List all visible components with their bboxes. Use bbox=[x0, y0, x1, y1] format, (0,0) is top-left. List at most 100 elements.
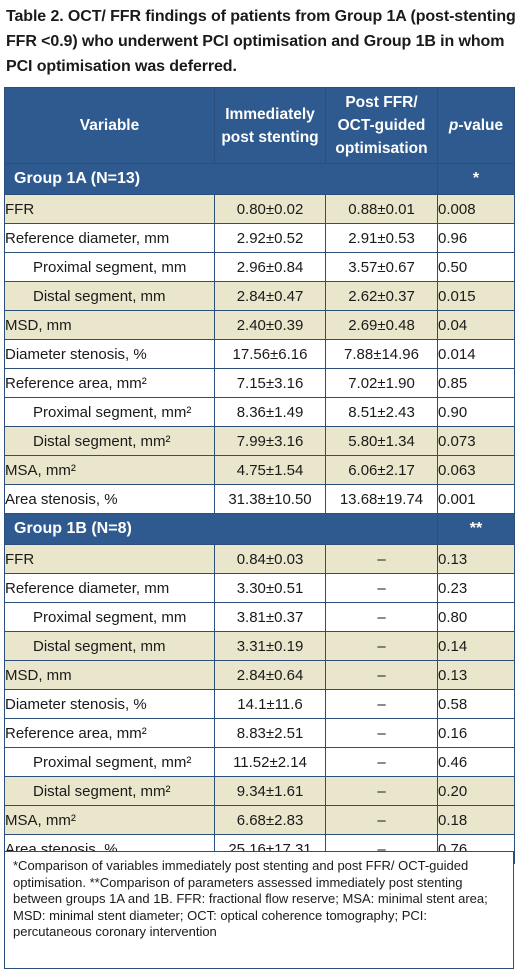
cell-p-value: 0.14 bbox=[437, 631, 515, 661]
cell-immediately-post-stenting: 17.56±6.16 bbox=[214, 339, 326, 369]
cell-immediately-post-stenting: 14.1±11.6 bbox=[214, 689, 326, 719]
cell-p-value: 0.16 bbox=[437, 718, 515, 748]
table-row: Reference area, mm² 8.83±2.51–0.16 bbox=[4, 718, 515, 748]
cell-p-value: 0.073 bbox=[437, 426, 515, 456]
group-header-row: Group 1B (N=8) ** bbox=[4, 513, 515, 545]
cell-post-optimisation: 13.68±19.74 bbox=[325, 484, 438, 514]
cell-p-value: 0.18 bbox=[437, 805, 515, 835]
cell-immediately-post-stenting: 0.80±0.02 bbox=[214, 194, 326, 224]
cell-p-value: 0.23 bbox=[437, 573, 515, 603]
cell-post-optimisation: 7.02±1.90 bbox=[325, 368, 438, 398]
cell-post-optimisation: – bbox=[325, 776, 438, 806]
row-variable-label: Area stenosis, % bbox=[4, 484, 215, 514]
cell-immediately-post-stenting: 31.38±10.50 bbox=[214, 484, 326, 514]
cell-immediately-post-stenting: 8.36±1.49 bbox=[214, 397, 326, 427]
cell-post-optimisation: – bbox=[325, 805, 438, 835]
group-significance-symbol: ** bbox=[437, 513, 515, 545]
cell-immediately-post-stenting: 0.84±0.03 bbox=[214, 544, 326, 574]
cell-post-optimisation: 8.51±2.43 bbox=[325, 397, 438, 427]
cell-post-optimisation: – bbox=[325, 602, 438, 632]
table-row: Reference diameter, mm 3.30±0.51–0.23 bbox=[4, 573, 515, 603]
cell-post-optimisation: 2.69±0.48 bbox=[325, 310, 438, 340]
cell-p-value: 0.063 bbox=[437, 455, 515, 485]
cell-post-optimisation: – bbox=[325, 747, 438, 777]
row-variable-label: MSD, mm bbox=[4, 310, 215, 340]
cell-immediately-post-stenting: 4.75±1.54 bbox=[214, 455, 326, 485]
group-label: Group 1B (N=8) bbox=[4, 513, 438, 545]
table-row: Proximal segment, mm 3.81±0.37–0.80 bbox=[4, 602, 515, 632]
table-row: MSA, mm² 6.68±2.83–0.18 bbox=[4, 805, 515, 835]
header-p-italic: p bbox=[448, 117, 459, 134]
cell-immediately-post-stenting: 3.31±0.19 bbox=[214, 631, 326, 661]
cell-post-optimisation: – bbox=[325, 718, 438, 748]
cell-post-optimisation: – bbox=[325, 573, 438, 603]
row-variable-label: Reference diameter, mm bbox=[4, 573, 215, 603]
cell-post-optimisation: 6.06±2.17 bbox=[325, 455, 438, 485]
row-variable-label: Diameter stenosis, % bbox=[4, 339, 215, 369]
table-row: MSD, mm 2.84±0.64–0.13 bbox=[4, 660, 515, 690]
row-variable-label: FFR bbox=[4, 544, 215, 574]
row-variable-label: MSA, mm² bbox=[4, 805, 215, 835]
cell-p-value: 0.46 bbox=[437, 747, 515, 777]
row-variable-label: Distal segment, mm² bbox=[4, 776, 215, 806]
cell-p-value: 0.014 bbox=[437, 339, 515, 369]
cell-p-value: 0.96 bbox=[437, 223, 515, 253]
table-row: MSD, mm 2.40±0.39 2.69±0.48 0.04 bbox=[4, 310, 515, 340]
group-header-row: Group 1A (N=13) * bbox=[4, 163, 515, 195]
row-variable-label: Proximal segment, mm bbox=[4, 252, 215, 282]
cell-immediately-post-stenting: 9.34±1.61 bbox=[214, 776, 326, 806]
table-row: MSA, mm² 4.75±1.54 6.06±2.17 0.063 bbox=[4, 455, 515, 485]
row-variable-label: Diameter stenosis, % bbox=[4, 689, 215, 719]
table-row: Reference diameter, mm 2.92±0.52 2.91±0.53… bbox=[4, 223, 515, 253]
table-row: FFR 0.84±0.03–0.13 bbox=[4, 544, 515, 574]
table-row: Proximal segment, mm² 11.52±2.14–0.46 bbox=[4, 747, 515, 777]
header-immediately-post-stenting: Immediately post stenting bbox=[214, 87, 326, 164]
table-row: Distal segment, mm 2.84±0.47 2.62±0.37 0.01… bbox=[4, 281, 515, 311]
cell-post-optimisation: – bbox=[325, 660, 438, 690]
table-caption: Table 2. OCT/ FFR findings of patients f… bbox=[6, 8, 516, 75]
data-table: Variable Immediately post stenting Post … bbox=[4, 87, 515, 864]
cell-p-value: 0.008 bbox=[437, 194, 515, 224]
cell-p-value: 0.90 bbox=[437, 397, 515, 427]
table-row: Distal segment, mm² 7.99±3.16 5.80±1.34 0.0… bbox=[4, 426, 515, 456]
cell-post-optimisation: – bbox=[325, 544, 438, 574]
cell-p-value: 0.015 bbox=[437, 281, 515, 311]
row-variable-label: Distal segment, mm bbox=[4, 281, 215, 311]
cell-post-optimisation: 7.88±14.96 bbox=[325, 339, 438, 369]
cell-immediately-post-stenting: 2.92±0.52 bbox=[214, 223, 326, 253]
table-header-row: Variable Immediately post stenting Post … bbox=[4, 87, 515, 164]
row-variable-label: Proximal segment, mm² bbox=[4, 397, 215, 427]
row-variable-label: Distal segment, mm² bbox=[4, 426, 215, 456]
table-row: Reference area, mm² 7.15±3.16 7.02±1.90 0.8… bbox=[4, 368, 515, 398]
header-p-value: p-value bbox=[437, 87, 515, 164]
cell-p-value: 0.13 bbox=[437, 660, 515, 690]
cell-post-optimisation: – bbox=[325, 631, 438, 661]
table-body: Group 1A (N=13) * FFR 0.80±0.02 0.88±0.01 0.0… bbox=[4, 163, 515, 864]
table-row: Distal segment, mm 3.31±0.19–0.14 bbox=[4, 631, 515, 661]
table-row: Distal segment, mm² 9.34±1.61–0.20 bbox=[4, 776, 515, 806]
row-variable-label: Reference area, mm² bbox=[4, 368, 215, 398]
row-variable-label: Reference area, mm² bbox=[4, 718, 215, 748]
table-row: Proximal segment, mm 2.96±0.84 3.57±0.67 0.… bbox=[4, 252, 515, 282]
header-p-suffix: -value bbox=[458, 117, 504, 134]
cell-p-value: 0.13 bbox=[437, 544, 515, 574]
cell-p-value: 0.85 bbox=[437, 368, 515, 398]
row-variable-label: MSA, mm² bbox=[4, 455, 215, 485]
cell-immediately-post-stenting: 8.83±2.51 bbox=[214, 718, 326, 748]
row-variable-label: Distal segment, mm bbox=[4, 631, 215, 661]
cell-post-optimisation: 0.88±0.01 bbox=[325, 194, 438, 224]
cell-post-optimisation: 3.57±0.67 bbox=[325, 252, 438, 282]
cell-immediately-post-stenting: 2.40±0.39 bbox=[214, 310, 326, 340]
table-row: Diameter stenosis, % 14.1±11.6–0.58 bbox=[4, 689, 515, 719]
table-footnote: *Comparison of variables immediately pos… bbox=[4, 851, 514, 969]
row-variable-label: Proximal segment, mm² bbox=[4, 747, 215, 777]
cell-p-value: 0.04 bbox=[437, 310, 515, 340]
header-post-ffr-oct-optimisation: Post FFR/ OCT-guided optimisation bbox=[325, 87, 438, 164]
cell-p-value: 0.001 bbox=[437, 484, 515, 514]
cell-p-value: 0.58 bbox=[437, 689, 515, 719]
row-variable-label: MSD, mm bbox=[4, 660, 215, 690]
cell-immediately-post-stenting: 2.84±0.47 bbox=[214, 281, 326, 311]
row-variable-label: FFR bbox=[4, 194, 215, 224]
cell-immediately-post-stenting: 3.30±0.51 bbox=[214, 573, 326, 603]
cell-p-value: 0.20 bbox=[437, 776, 515, 806]
